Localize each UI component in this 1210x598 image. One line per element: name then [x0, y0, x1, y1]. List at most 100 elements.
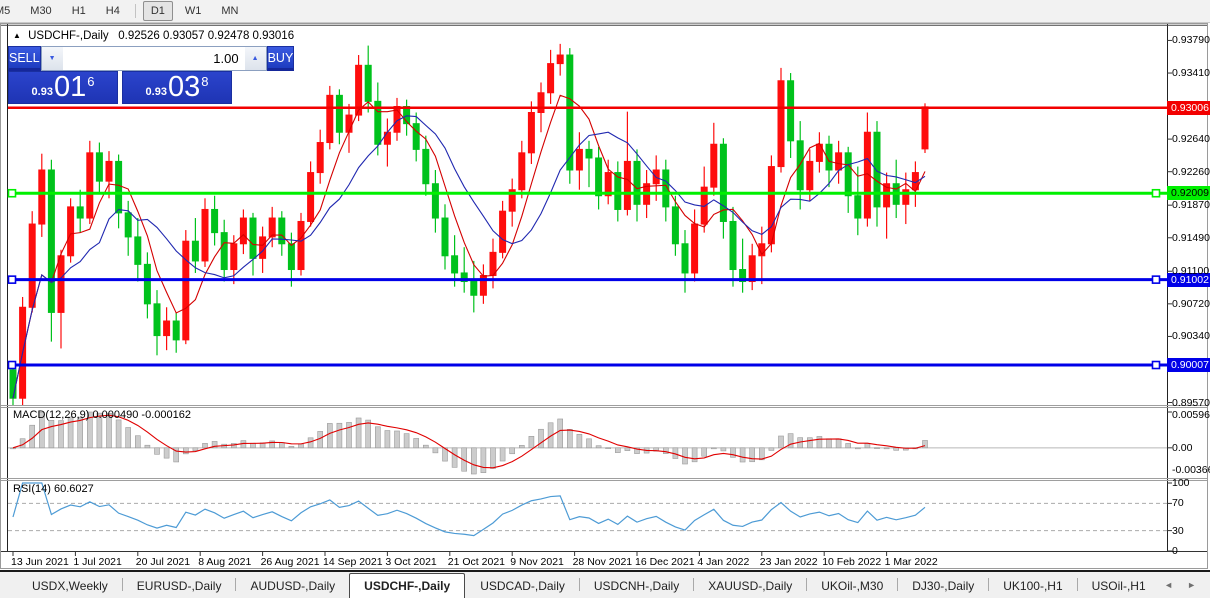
macd-indicator-label: MACD(12,26,9) 0.000490 -0.000162 — [13, 409, 191, 421]
chart-tab-eurusd-daily[interactable]: EURUSD-,Daily — [136, 579, 222, 593]
macd-histogram-bar — [595, 445, 602, 449]
timeframe-toolbar: M5 M30 H1 H4 D1 W1 MN — [0, 0, 1210, 23]
toolbar-separator — [134, 4, 136, 18]
tab-separator — [897, 578, 899, 591]
macd-histogram-bar — [576, 434, 583, 449]
bid-price-display[interactable]: 0.93 01 6 — [8, 71, 118, 104]
chart-tab-usdchf-daily[interactable]: USDCHF-,Daily — [349, 573, 466, 598]
chart-tab-usoil-h1[interactable]: USOil-,H1 — [1091, 579, 1146, 593]
level-price-tag[interactable]: 0.90007 — [1167, 358, 1210, 372]
macd-histogram-bar — [528, 435, 535, 449]
buy-button[interactable]: BUY — [266, 46, 295, 71]
macd-histogram-bar — [336, 422, 343, 449]
macd-histogram-bar — [326, 423, 333, 449]
moving-average-line — [12, 94, 926, 399]
macd-histogram-bar — [806, 437, 813, 449]
volume-increase-button[interactable]: ▲ — [244, 47, 266, 70]
macd-histogram-bar — [135, 435, 141, 449]
macd-histogram-bar — [854, 447, 861, 450]
level-price-tag[interactable]: 0.92009 — [1167, 186, 1210, 201]
macd-histogram-bar — [739, 447, 746, 463]
macd-histogram-bar — [355, 417, 362, 449]
macd-histogram-bar — [470, 447, 477, 475]
macd-histogram-bar — [662, 447, 669, 454]
tab-separator — [693, 578, 695, 591]
line-handle — [7, 188, 17, 198]
collapse-triangle-icon[interactable]: ▲ — [13, 31, 21, 40]
chart-ohlc-values: 0.92526 0.93057 0.92478 0.93016 — [118, 30, 295, 42]
date-axis-label: 8 Aug 2021 — [198, 556, 252, 568]
bid-price-point: 6 — [87, 74, 95, 89]
macd-histogram-bar — [374, 426, 381, 449]
ask-price-display[interactable]: 0.93 03 8 — [122, 71, 232, 104]
one-click-trading-panel: SELL ▼ ▲ BUY 0.93 01 6 0.93 03 8 — [8, 46, 295, 104]
macd-axis-max: 0.005963 — [1172, 409, 1210, 421]
date-axis-label: 3 Oct 2021 — [385, 556, 437, 568]
chart-tab-xauusd-daily[interactable]: XAUUSD-,Daily — [708, 579, 793, 593]
chart-tab-uk100-h1[interactable]: UK100-,H1 — [1003, 579, 1063, 593]
macd-histogram-bar — [586, 438, 592, 449]
level-price-tag[interactable]: 0.91002 — [1167, 272, 1210, 287]
macd-histogram-bar — [874, 447, 880, 449]
timeframe-button-m30[interactable]: M30 — [30, 5, 52, 17]
volume-stepper: ▼ ▲ — [40, 46, 267, 71]
macd-histogram-bar — [77, 416, 83, 449]
sell-button[interactable]: SELL — [8, 46, 41, 71]
chart-tab-dj30-daily[interactable]: DJ30-,Daily — [912, 579, 975, 593]
volume-decrease-button[interactable]: ▼ — [41, 47, 63, 70]
macd-histogram-bar — [173, 447, 179, 463]
line-handle — [1151, 360, 1161, 370]
timeframe-button-mn[interactable]: MN — [221, 5, 239, 17]
price-axis-label: 0.89570 — [1172, 396, 1210, 409]
macd-histogram-bar — [144, 444, 151, 449]
macd-histogram-bar — [624, 447, 631, 451]
date-axis-label: 23 Jan 2022 — [759, 556, 818, 568]
chart-tab-audusd-daily[interactable]: AUDUSD-,Daily — [250, 579, 336, 593]
tab-separator — [1076, 578, 1078, 591]
ask-price-pips: 03 — [167, 71, 201, 103]
macd-histogram-bar — [442, 447, 448, 462]
macd-histogram-bar — [509, 447, 516, 455]
macd-histogram-bar — [720, 447, 727, 452]
price-axis-label: 0.92640 — [1172, 133, 1210, 146]
macd-histogram-bar — [413, 438, 420, 449]
tab-separator — [235, 578, 237, 591]
tab-scroll-right-icon[interactable]: ► — [1187, 580, 1196, 590]
volume-input[interactable] — [62, 47, 245, 70]
macd-histogram-bar — [154, 447, 160, 455]
chart-tab-usdcnh-daily[interactable]: USDCNH-,Daily — [593, 579, 680, 593]
chart-tab-usdcad-daily[interactable]: USDCAD-,Daily — [480, 579, 565, 593]
chart-tab-ukoil-m30[interactable]: UKOil-,M30 — [821, 579, 884, 593]
tab-scroll-left-icon[interactable]: ◄ — [1164, 580, 1174, 590]
line-handle — [1151, 275, 1161, 284]
rsi-axis-label: 100 — [1172, 477, 1190, 489]
price-axis-label: 0.90340 — [1172, 330, 1210, 343]
level-price-tag[interactable]: 0.93006 — [1167, 100, 1210, 115]
bid-price-prefix: 0.93 — [31, 86, 53, 98]
rsi-axis-label: 0 — [1172, 545, 1178, 557]
timeframe-button-h4[interactable]: H4 — [105, 5, 120, 17]
macd-histogram-bar — [710, 447, 717, 450]
ask-price-point: 8 — [201, 74, 209, 89]
chart-tab-usdx-weekly[interactable]: USDX,Weekly — [32, 579, 108, 593]
price-axis-label: 0.93790 — [1172, 34, 1210, 47]
date-axis-label: 20 Jul 2021 — [135, 556, 191, 568]
timeframe-button-m5[interactable]: M5 — [0, 5, 11, 17]
macd-histogram-bar — [183, 447, 189, 455]
macd-histogram-bar — [163, 447, 170, 459]
macd-histogram-bar — [691, 447, 698, 463]
macd-histogram-bar — [634, 447, 640, 454]
timeframe-button-w1[interactable]: W1 — [184, 5, 202, 17]
timeframe-button-h1[interactable]: H1 — [71, 5, 86, 17]
bid-price-pips: 01 — [53, 71, 87, 103]
macd-histogram-bar — [202, 443, 208, 449]
chart-tab-bar: USDX,Weekly EURUSD-,Daily AUDUSD-,Daily USD… — [0, 570, 1210, 598]
line-handle — [1151, 188, 1161, 198]
date-axis-label: 10 Feb 2022 — [822, 556, 882, 568]
macd-histogram-bar — [883, 447, 890, 450]
rsi-line — [12, 482, 926, 537]
date-axis-label: 4 Jan 2022 — [697, 556, 750, 568]
timeframe-button-d1[interactable]: D1 — [142, 1, 173, 21]
ask-price-prefix: 0.93 — [145, 86, 167, 98]
